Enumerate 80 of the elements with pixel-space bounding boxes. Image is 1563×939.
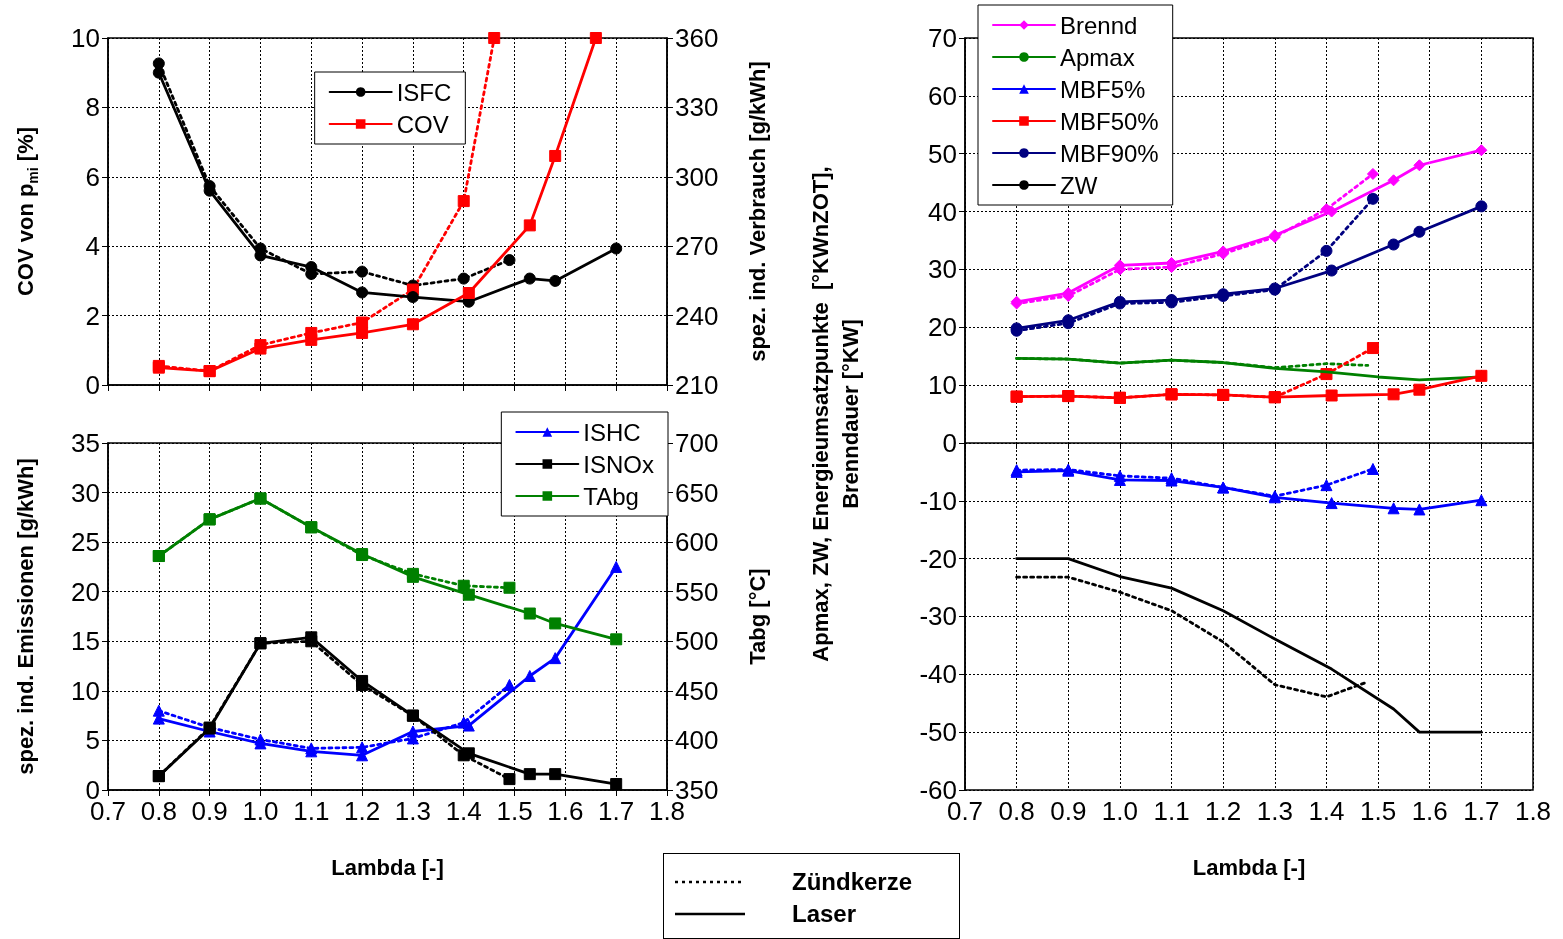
x-tick-label: 1.4 — [1308, 796, 1345, 826]
legend-label: ISFC — [396, 78, 452, 106]
y-tick-label: 2 — [85, 300, 100, 331]
y-tick-label: 60 — [928, 80, 957, 111]
x-tick-label: 0.8 — [140, 796, 177, 826]
x-tick-label: 1.7 — [1463, 796, 1500, 826]
y-tick-label: 20 — [928, 312, 957, 343]
x-tick-label: 1.6 — [1411, 796, 1448, 826]
legend-label: ISHC — [583, 418, 641, 446]
y-tick-label: 30 — [71, 477, 100, 508]
legend-label: Laser — [792, 900, 857, 928]
y-tick-label: -50 — [919, 717, 957, 748]
y2-tick-label: 400 — [675, 725, 719, 756]
y2-tick-label: 360 — [675, 23, 719, 53]
x-tick-label: 1.0 — [1101, 796, 1138, 826]
x-tick-label: 1.3 — [1256, 796, 1293, 826]
y-tick-label: 8 — [85, 92, 100, 123]
x-tick-label: 0.9 — [191, 796, 228, 826]
y2-tick-label: 300 — [675, 161, 719, 192]
y-tick-label: 30 — [928, 254, 957, 285]
y-axis-title: spez. ind. Emissionen [g/kWh] — [12, 458, 38, 775]
legend-label: MBF5% — [1060, 75, 1146, 103]
legend-label: Brennd — [1060, 11, 1138, 39]
y-tick-label: 6 — [85, 161, 100, 192]
y-tick-label: -40 — [919, 659, 957, 690]
x-tick-label: 0.8 — [998, 796, 1035, 826]
legend-label: COV — [396, 110, 449, 138]
y2-tick-label: 600 — [675, 527, 719, 558]
y-tick-label: -30 — [919, 601, 957, 632]
y-tick-label: 10 — [71, 23, 100, 53]
x-tick-label: 1.1 — [1153, 796, 1190, 826]
y2-tick-label: 330 — [675, 92, 719, 123]
y-tick-label: 35 — [71, 428, 100, 458]
y-tick-label: 25 — [71, 527, 100, 558]
y-tick-label: 10 — [928, 370, 957, 401]
y2-tick-label: 650 — [675, 477, 719, 508]
x-tick-label: 1.2 — [344, 796, 381, 826]
y-tick-label: 40 — [928, 196, 957, 227]
x-tick-label: 1.4 — [445, 796, 482, 826]
y2-axis-title: spez. ind. Verbrauch [g/kWh] — [744, 61, 770, 362]
y-tick-label: -20 — [919, 543, 957, 574]
legend-label: ISNOx — [583, 450, 655, 478]
y2-tick-label: 500 — [675, 626, 719, 657]
y-axis-title: Apmax, ZW, Energieumsatzpunkte [°KWnZOT], Brenndauer [°KW] — [807, 166, 863, 662]
legend-label: TAbg — [583, 482, 639, 510]
legend-label: ZW — [1060, 171, 1098, 199]
y2-tick-label: 550 — [675, 576, 719, 607]
y2-tick-label: 240 — [675, 300, 719, 331]
y-tick-label: 20 — [71, 576, 100, 607]
y-tick-label: 0 — [942, 427, 957, 458]
x-axis-title: Lambda [-] — [331, 854, 444, 880]
y-tick-label: 15 — [71, 626, 100, 657]
y-tick-label: -10 — [919, 485, 957, 516]
x-tick-label: 1.7 — [598, 796, 635, 826]
legend-label: Zündkerze — [792, 868, 913, 896]
y2-tick-label: 270 — [675, 231, 719, 262]
x-tick-label: 1.3 — [394, 796, 431, 826]
y2-tick-label: 210 — [675, 370, 719, 400]
y-tick-label: 4 — [85, 231, 100, 262]
y-tick-label: 50 — [928, 138, 957, 169]
x-tick-label: 1.8 — [1514, 796, 1552, 826]
x-tick-label: 1.5 — [1360, 796, 1397, 826]
y2-axis-title: Tabg [°C] — [744, 568, 770, 665]
y2-tick-label: 450 — [675, 675, 719, 706]
legend-label: Apmax — [1060, 43, 1135, 71]
legend-label: MBF90% — [1060, 139, 1159, 167]
y-tick-label: 5 — [85, 725, 100, 756]
legend-label: MBF50% — [1060, 107, 1159, 135]
y-tick-label: 70 — [928, 23, 957, 53]
x-axis-title: Lambda [-] — [1192, 854, 1306, 880]
x-tick-label: 1.1 — [293, 796, 330, 826]
x-tick-label: 1.0 — [242, 796, 279, 826]
x-tick-label: 1.2 — [1205, 796, 1242, 826]
y-axis-title: COV von pmi [%] — [12, 126, 41, 297]
x-tick-label: 0.9 — [1050, 796, 1087, 826]
y-tick-label: 10 — [71, 675, 100, 706]
x-tick-label: 1.6 — [547, 796, 584, 826]
y-tick-label: 0 — [85, 370, 100, 400]
x-tick-label: 1.5 — [496, 796, 533, 826]
y2-tick-label: 700 — [675, 428, 719, 458]
